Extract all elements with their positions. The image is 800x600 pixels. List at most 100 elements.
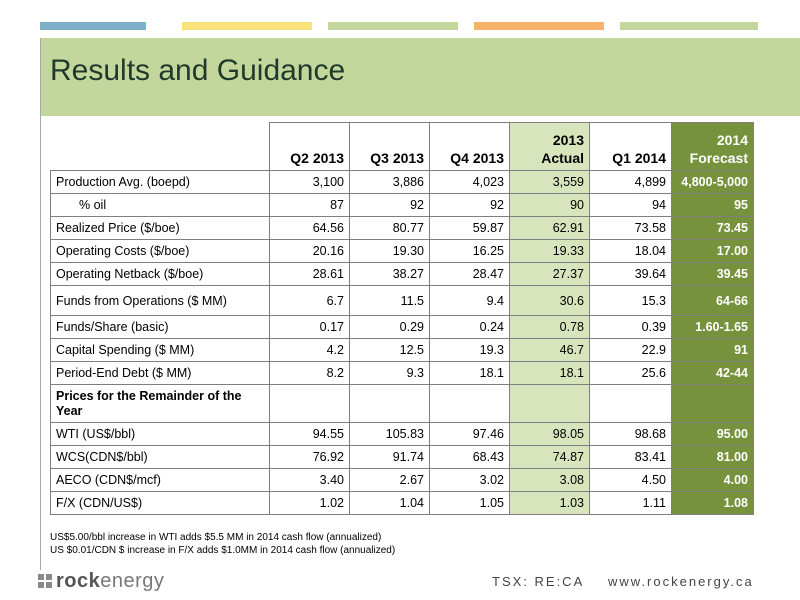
color-bar <box>182 22 312 30</box>
left-divider <box>40 38 41 570</box>
table-cell: 98.68 <box>589 422 672 446</box>
table-cell <box>429 384 510 423</box>
table-cell: 59.87 <box>429 216 510 240</box>
table-header-row: Q2 2013 Q3 2013 Q4 2013 2013 Actual Q1 2014 20… <box>51 122 754 171</box>
table-row: Operating Costs ($/boe) 20.16 19.30 16.25 19… <box>50 239 754 263</box>
table-cell: 0.17 <box>269 315 350 339</box>
table-cell: 94.55 <box>269 422 350 446</box>
footnote: US $0.01/CDN $ increase in F/X adds $1.0… <box>50 545 396 556</box>
table-cell: 1.03 <box>509 491 590 515</box>
row-label: Period-End Debt ($ MM) <box>50 361 270 385</box>
table-cell: 3,559 <box>509 170 590 194</box>
table-cell: 46.7 <box>509 338 590 362</box>
column-header-line2: Actual <box>541 150 584 166</box>
color-bar <box>620 22 758 30</box>
table-cell: 1.11 <box>589 491 672 515</box>
table-cell: 0.24 <box>429 315 510 339</box>
color-bar <box>40 22 146 30</box>
table-cell: 97.46 <box>429 422 510 446</box>
column-header: Q1 2014 <box>589 122 672 171</box>
table-cell: 4.2 <box>269 338 350 362</box>
table-cell: 94 <box>589 193 672 217</box>
table-cell <box>349 384 430 423</box>
table-cell: 73.45 <box>671 216 754 240</box>
table-cell: 92 <box>349 193 430 217</box>
row-label: Operating Netback ($/boe) <box>50 262 270 286</box>
table-cell: 2.67 <box>349 468 430 492</box>
column-header-line2: Q4 2013 <box>450 150 504 166</box>
table-cell: 19.33 <box>509 239 590 263</box>
table-cell: 19.30 <box>349 239 430 263</box>
page-title: Results and Guidance <box>50 54 346 87</box>
table-cell: 1.08 <box>671 491 754 515</box>
table-cell: 38.27 <box>349 262 430 286</box>
table-row: Funds/Share (basic) 0.17 0.29 0.24 0.78 0.39 1… <box>50 315 754 339</box>
row-label: Funds/Share (basic) <box>50 315 270 339</box>
table-cell: 81.00 <box>671 445 754 469</box>
row-label: WCS(CDN$/bbl) <box>50 445 270 469</box>
website-url: www.rockenergy.ca <box>608 574 754 589</box>
column-header-line2: Q1 2014 <box>612 150 666 166</box>
table-row: WCS(CDN$/bbl) 76.92 91.74 68.43 74.87 83.41 81… <box>50 445 754 469</box>
table-cell: 4.00 <box>671 468 754 492</box>
table-cell: 12.5 <box>349 338 430 362</box>
table-cell: 4.50 <box>589 468 672 492</box>
table-cell: 42-44 <box>671 361 754 385</box>
color-bar <box>328 22 458 30</box>
table-cell: 28.47 <box>429 262 510 286</box>
column-header: Q3 2013 <box>349 122 430 171</box>
footnote: US$5.00/bbl increase in WTI adds $5.5 MM… <box>50 532 382 543</box>
column-header: 2014 Forecast <box>671 122 754 171</box>
table-cell: 27.37 <box>509 262 590 286</box>
row-label: F/X (CDN/US$) <box>50 491 270 515</box>
table-cell: 16.25 <box>429 239 510 263</box>
table-cell: 1.60-1.65 <box>671 315 754 339</box>
table-cell: 19.3 <box>429 338 510 362</box>
table-cell <box>589 384 672 423</box>
table-cell: 95.00 <box>671 422 754 446</box>
table-row: Realized Price ($/boe) 64.56 80.77 59.87 62.… <box>50 216 754 240</box>
table-cell: 98.05 <box>509 422 590 446</box>
table-cell: 64.56 <box>269 216 350 240</box>
table-row: WTI (US$/bbl) 94.55 105.83 97.46 98.05 98.68 9… <box>50 422 754 446</box>
logo-grid-icon <box>38 574 52 588</box>
table-cell: 0.39 <box>589 315 672 339</box>
table-row: Operating Netback ($/boe) 28.61 38.27 28.47… <box>50 262 754 286</box>
company-logo: rockenergy <box>38 570 164 593</box>
row-label: Funds from Operations ($ MM) <box>50 285 270 316</box>
table-cell: 6.7 <box>269 285 350 316</box>
table-cell: 74.87 <box>509 445 590 469</box>
table-cell: 3,100 <box>269 170 350 194</box>
table-cell: 9.4 <box>429 285 510 316</box>
results-table: Q2 2013 Q3 2013 Q4 2013 2013 Actual Q1 2014 20… <box>50 122 754 515</box>
table-cell: 95 <box>671 193 754 217</box>
table-cell: 20.16 <box>269 239 350 263</box>
table-cell: 28.61 <box>269 262 350 286</box>
row-label: AECO (CDN$/mcf) <box>50 468 270 492</box>
color-bar <box>474 22 604 30</box>
table-cell: 3.40 <box>269 468 350 492</box>
table-cell: 18.1 <box>509 361 590 385</box>
table-cell: 3.02 <box>429 468 510 492</box>
column-header-line2: Q2 2013 <box>290 150 344 166</box>
row-label: % oil <box>50 193 270 217</box>
table-row: Capital Spending ($ MM) 4.2 12.5 19.3 46.7 22… <box>50 338 754 362</box>
column-header: Q2 2013 <box>269 122 350 171</box>
table-cell: 3,886 <box>349 170 430 194</box>
table-cell: 1.04 <box>349 491 430 515</box>
table-cell: 87 <box>269 193 350 217</box>
table-cell: 22.9 <box>589 338 672 362</box>
table-cell: 8.2 <box>269 361 350 385</box>
row-label: Realized Price ($/boe) <box>50 216 270 240</box>
table-cell: 4,023 <box>429 170 510 194</box>
table-cell: 18.1 <box>429 361 510 385</box>
table-cell: 3.08 <box>509 468 590 492</box>
table-cell: 1.05 <box>429 491 510 515</box>
table-row: Funds from Operations ($ MM) 6.7 11.5 9.4 30… <box>50 285 754 316</box>
table-cell: 18.04 <box>589 239 672 263</box>
title-banner: Results and Guidance <box>40 38 800 116</box>
table-cell: 17.00 <box>671 239 754 263</box>
decorative-color-bars <box>0 22 800 32</box>
table-cell: 62.91 <box>509 216 590 240</box>
table-cell: 39.64 <box>589 262 672 286</box>
